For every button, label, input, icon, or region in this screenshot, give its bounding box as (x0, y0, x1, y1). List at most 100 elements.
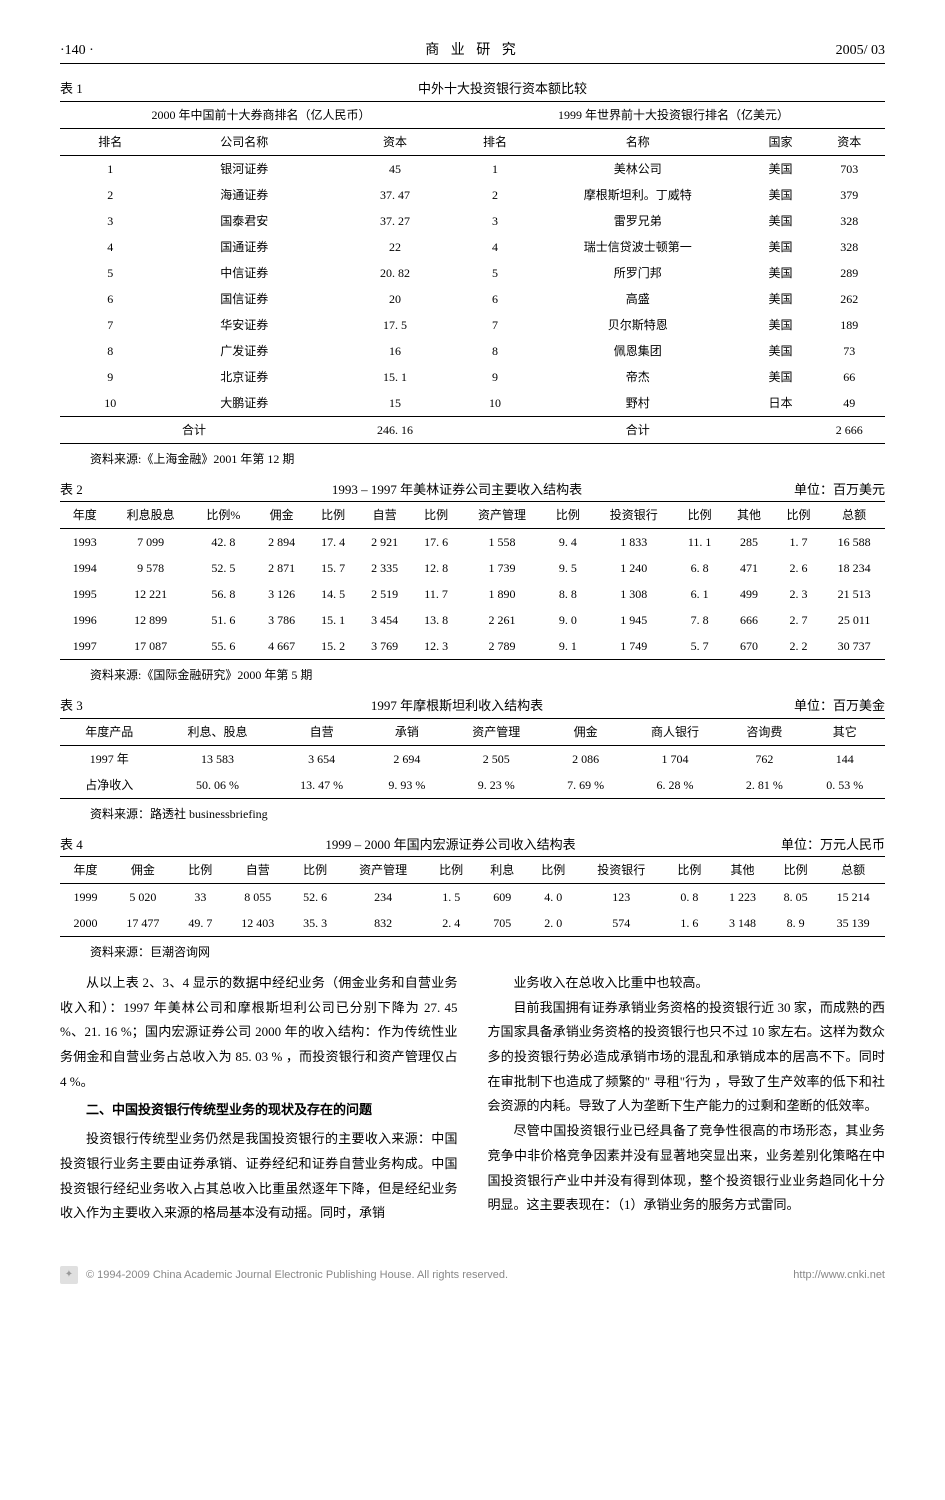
table-cell: 51. 6 (192, 607, 255, 633)
table-cell: 2 086 (545, 745, 625, 772)
table-cell: 1 833 (593, 529, 675, 556)
table-row: 5中信证券20. 825所罗门邦美国289 (60, 260, 885, 286)
table-cell: 17. 4 (308, 529, 357, 556)
table-cell: 15. 1 (308, 607, 357, 633)
table-cell: 123 (579, 884, 664, 911)
table-cell: 美国 (748, 312, 814, 338)
table-cell: 289 (814, 260, 886, 286)
table-cell: 9 (462, 364, 528, 390)
table-cell: 4 (60, 234, 161, 260)
table3-col: 商人银行 (626, 718, 724, 745)
table-cell: 379 (814, 182, 886, 208)
table-cell: 762 (724, 745, 804, 772)
table3-col: 自营 (277, 718, 367, 745)
table-cell: 5 (462, 260, 528, 286)
table-cell: 285 (724, 529, 773, 556)
table-cell: 703 (814, 155, 886, 182)
table-row: 19937 09942. 82 89417. 42 92117. 61 5589… (60, 529, 885, 556)
table-cell: 1 739 (461, 555, 543, 581)
table-cell: 所罗门邦 (528, 260, 748, 286)
table4-col: 比例 (175, 857, 226, 884)
table2-col: 自营 (358, 502, 412, 529)
table2-col: 比例 (774, 502, 823, 529)
table-cell: 35. 3 (290, 910, 341, 937)
table1-col: 公司名称 (161, 128, 329, 155)
table1-col: 排名 (462, 128, 528, 155)
table3-label: 表 3 (60, 696, 120, 716)
table4-col: 比例 (290, 857, 341, 884)
table2-col: 比例% (192, 502, 255, 529)
table-cell: 美国 (748, 182, 814, 208)
table1-total-left-value: 246. 16 (328, 416, 462, 443)
table4-col: 其他 (715, 857, 770, 884)
table2-source: 资料来源:《国际金融研究》2000 年第 5 期 (90, 666, 885, 684)
section-heading: 二、中国投资银行传统型业务的现状及存在的问题 (60, 1098, 458, 1123)
paragraph: 业务收入在总收入比重中也较高。 (488, 971, 886, 996)
table-row: 199717 08755. 64 66715. 23 76912. 32 789… (60, 633, 885, 660)
table1-source: 资料来源:《上海金融》2001 年第 12 期 (90, 450, 885, 468)
table-row: 7华安证券17. 57贝尔斯特恩美国189 (60, 312, 885, 338)
table4-col: 比例 (426, 857, 477, 884)
table-cell: 14. 5 (308, 581, 357, 607)
table-cell: 7 (60, 312, 161, 338)
table1-right-group: 1999 年世界前十大投资银行排名（亿美元） (462, 101, 885, 128)
table-cell: 海通证券 (161, 182, 329, 208)
table-cell: 1 704 (626, 745, 724, 772)
table4-col: 总额 (821, 857, 885, 884)
table-cell: 574 (579, 910, 664, 937)
table-cell: 瑞士信贷波士顿第一 (528, 234, 748, 260)
table-cell: 国通证券 (161, 234, 329, 260)
table-cell: 11. 7 (411, 581, 460, 607)
table-cell: 2. 0 (528, 910, 579, 937)
table-cell: 25 011 (823, 607, 885, 633)
table-cell: 45 (328, 155, 462, 182)
table1-title: 中外十大投资银行资本额比较 (120, 79, 885, 99)
table-cell: 华安证券 (161, 312, 329, 338)
table-cell: 美国 (748, 234, 814, 260)
table-cell: 12. 3 (411, 633, 460, 660)
table1-col: 排名 (60, 128, 161, 155)
table2-col: 投资银行 (593, 502, 675, 529)
table-cell: 20 (328, 286, 462, 312)
table4-col: 投资银行 (579, 857, 664, 884)
table-cell: 52. 6 (290, 884, 341, 911)
table-cell: 美国 (748, 208, 814, 234)
table3-title: 1997 年摩根斯坦利收入结构表 (120, 696, 794, 716)
table-cell: 2 519 (358, 581, 412, 607)
table-cell: 328 (814, 208, 886, 234)
table3-col: 承销 (367, 718, 447, 745)
table4-header: 表 4 1999 – 2000 年国内宏源证券公司收入结构表 单位：万元人民币 (60, 835, 885, 855)
table1-col: 资本 (814, 128, 886, 155)
table1-label: 表 1 (60, 79, 120, 99)
table4: 年度佣金比例自营比例资产管理比例利息比例投资银行比例其他比例总额19995 02… (60, 856, 885, 937)
table3-header: 表 3 1997 年摩根斯坦利收入结构表 单位：百万美金 (60, 696, 885, 716)
table-cell: 10 (462, 390, 528, 417)
table2-unit: 单位：百万美元 (794, 480, 885, 500)
table-cell: 1 749 (593, 633, 675, 660)
table-row: 4国通证券224瑞士信贷波士顿第一美国328 (60, 234, 885, 260)
paragraph: 尽管中国投资银行业已经具备了竞争性很高的市场形态，其业务竞争中非价格竞争因素并没… (488, 1119, 886, 1218)
table-cell: 贝尔斯特恩 (528, 312, 748, 338)
table-row: 199612 89951. 63 78615. 13 45413. 82 261… (60, 607, 885, 633)
page-header: ·140 · 商 业 研 究 2005/ 03 (60, 40, 885, 64)
table-row: 8广发证券168佩恩集团美国73 (60, 338, 885, 364)
table-cell: 2. 7 (774, 607, 823, 633)
table-cell: 1997 年 (60, 745, 158, 772)
table-cell: 1997 (60, 633, 109, 660)
table-cell: 占净收入 (60, 772, 158, 799)
table-cell: 30 737 (823, 633, 885, 660)
table-cell: 13. 47 % (277, 772, 367, 799)
table-cell: 美国 (748, 338, 814, 364)
table2-col: 资产管理 (461, 502, 543, 529)
table-cell: 262 (814, 286, 886, 312)
table-cell: 3 126 (255, 581, 309, 607)
table-cell: 中信证券 (161, 260, 329, 286)
table-cell: 1 308 (593, 581, 675, 607)
table-cell: 9. 4 (543, 529, 592, 556)
article-body: 从以上表 2、3、4 显示的数据中经纪业务（佣金业务和自营业务收入和）：1997… (60, 971, 885, 1226)
table4-col: 年度 (60, 857, 111, 884)
table-cell: 189 (814, 312, 886, 338)
table3-col: 其它 (805, 718, 885, 745)
table-cell: 6. 28 % (626, 772, 724, 799)
table-cell: 471 (724, 555, 773, 581)
